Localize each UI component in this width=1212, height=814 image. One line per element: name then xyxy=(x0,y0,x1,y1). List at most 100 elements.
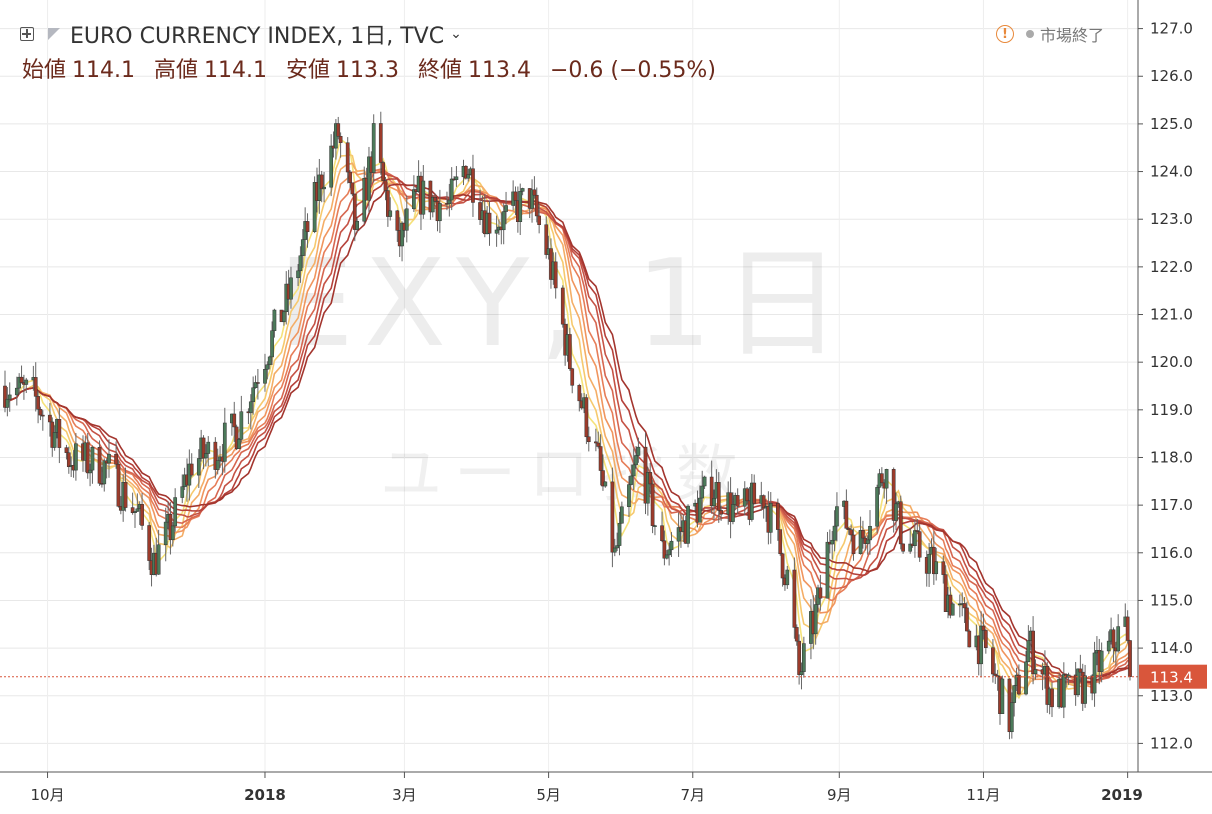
y-tick-label[interactable]: 122.0 xyxy=(1150,258,1193,276)
candle[interactable] xyxy=(130,492,135,515)
candle[interactable] xyxy=(355,218,360,234)
candle[interactable] xyxy=(1045,661,1050,713)
candle[interactable] xyxy=(1092,641,1097,707)
candle[interactable] xyxy=(532,176,537,199)
candle[interactable] xyxy=(312,176,317,234)
candle[interactable] xyxy=(74,433,78,481)
candle[interactable] xyxy=(24,377,29,394)
candle[interactable] xyxy=(1017,664,1021,696)
y-tick-label[interactable]: 113.0 xyxy=(1150,687,1193,705)
candle[interactable] xyxy=(102,458,107,492)
y-tick-label[interactable]: 118.0 xyxy=(1150,448,1193,466)
y-tick-label[interactable]: 117.0 xyxy=(1150,496,1193,514)
candle[interactable] xyxy=(298,246,303,283)
candle[interactable] xyxy=(322,171,326,203)
candle[interactable] xyxy=(634,446,638,469)
candle[interactable] xyxy=(752,474,757,504)
candle[interactable] xyxy=(38,406,43,421)
candle[interactable] xyxy=(612,538,617,557)
candle[interactable] xyxy=(64,444,69,460)
candle[interactable] xyxy=(267,355,272,370)
candle[interactable] xyxy=(201,435,206,470)
candle[interactable] xyxy=(664,550,669,560)
x-tick-label[interactable]: 7月 xyxy=(680,786,705,804)
candle[interactable] xyxy=(386,186,390,227)
candle[interactable] xyxy=(338,132,343,158)
candle[interactable] xyxy=(813,595,818,645)
candle[interactable] xyxy=(464,165,468,180)
candle[interactable] xyxy=(19,365,24,384)
candle[interactable] xyxy=(915,518,920,535)
candle[interactable] xyxy=(180,474,185,504)
candle[interactable] xyxy=(33,362,38,412)
candle[interactable] xyxy=(1031,616,1035,685)
candle[interactable] xyxy=(794,624,799,646)
candle[interactable] xyxy=(352,193,357,242)
candle[interactable] xyxy=(991,638,995,683)
candle[interactable] xyxy=(797,634,801,685)
candle[interactable] xyxy=(253,375,258,389)
candle[interactable] xyxy=(830,531,835,560)
candle[interactable] xyxy=(631,448,636,491)
y-tick-label[interactable]: 115.0 xyxy=(1150,591,1193,609)
market-status[interactable]: ! 市場終了 xyxy=(996,22,1104,46)
y-tick-label[interactable]: 119.0 xyxy=(1150,401,1193,419)
candle[interactable] xyxy=(861,520,865,549)
symbol-header[interactable]: EURO CURRENCY INDEX, 1日, TVC ⌄ xyxy=(20,18,462,50)
candle[interactable] xyxy=(215,448,220,475)
candle[interactable] xyxy=(204,444,208,467)
candle[interactable] xyxy=(818,574,823,611)
candle[interactable] xyxy=(213,437,218,479)
candle[interactable] xyxy=(965,601,969,632)
candle[interactable] xyxy=(296,264,300,287)
candle[interactable] xyxy=(232,401,237,442)
candle[interactable] xyxy=(518,183,523,236)
x-tick-label[interactable]: 2019 xyxy=(1101,786,1143,804)
candle[interactable] xyxy=(544,216,549,259)
candle[interactable] xyxy=(206,436,211,467)
candle[interactable] xyxy=(537,203,541,234)
candle[interactable] xyxy=(123,467,128,512)
candle[interactable] xyxy=(927,542,931,587)
candle[interactable] xyxy=(653,524,657,536)
candle[interactable] xyxy=(404,195,409,243)
x-axis-ticks[interactable]: 10月 2018 3月 5月 7月 9月 11月 2019 xyxy=(30,772,1143,804)
candle[interactable] xyxy=(388,197,393,221)
candle[interactable] xyxy=(97,440,102,486)
candle[interactable] xyxy=(584,394,589,445)
candle[interactable] xyxy=(300,229,305,268)
x-tick-label[interactable]: 3月 xyxy=(392,786,417,804)
candle[interactable] xyxy=(993,663,998,684)
candle[interactable] xyxy=(147,521,152,571)
x-tick-label[interactable]: 5月 xyxy=(536,786,561,804)
candle[interactable] xyxy=(716,472,721,523)
candle[interactable] xyxy=(962,597,967,624)
candle[interactable] xyxy=(835,492,839,542)
y-tick-label[interactable]: 127.0 xyxy=(1150,20,1193,38)
candle[interactable] xyxy=(140,492,144,530)
candle[interactable] xyxy=(114,441,118,469)
candle[interactable] xyxy=(248,394,253,430)
candle[interactable] xyxy=(430,194,435,218)
candle[interactable] xyxy=(1050,682,1054,718)
candle[interactable] xyxy=(378,111,383,175)
candle[interactable] xyxy=(702,475,707,490)
candle[interactable] xyxy=(350,182,355,197)
candle[interactable] xyxy=(1026,625,1031,663)
candle[interactable] xyxy=(265,361,270,380)
candle[interactable] xyxy=(934,547,939,581)
candle[interactable] xyxy=(931,531,936,585)
y-tick-label[interactable]: 116.0 xyxy=(1150,544,1193,562)
candle[interactable] xyxy=(594,428,598,452)
candle[interactable] xyxy=(601,454,605,491)
candle[interactable] xyxy=(603,481,608,488)
candle[interactable] xyxy=(433,193,437,203)
candle[interactable] xyxy=(879,467,884,487)
candle[interactable] xyxy=(1066,672,1071,685)
candle[interactable] xyxy=(5,387,10,417)
candle[interactable] xyxy=(305,213,310,248)
x-tick-label[interactable]: 10月 xyxy=(30,786,64,804)
candle[interactable] xyxy=(48,402,52,437)
candle[interactable] xyxy=(367,146,371,213)
